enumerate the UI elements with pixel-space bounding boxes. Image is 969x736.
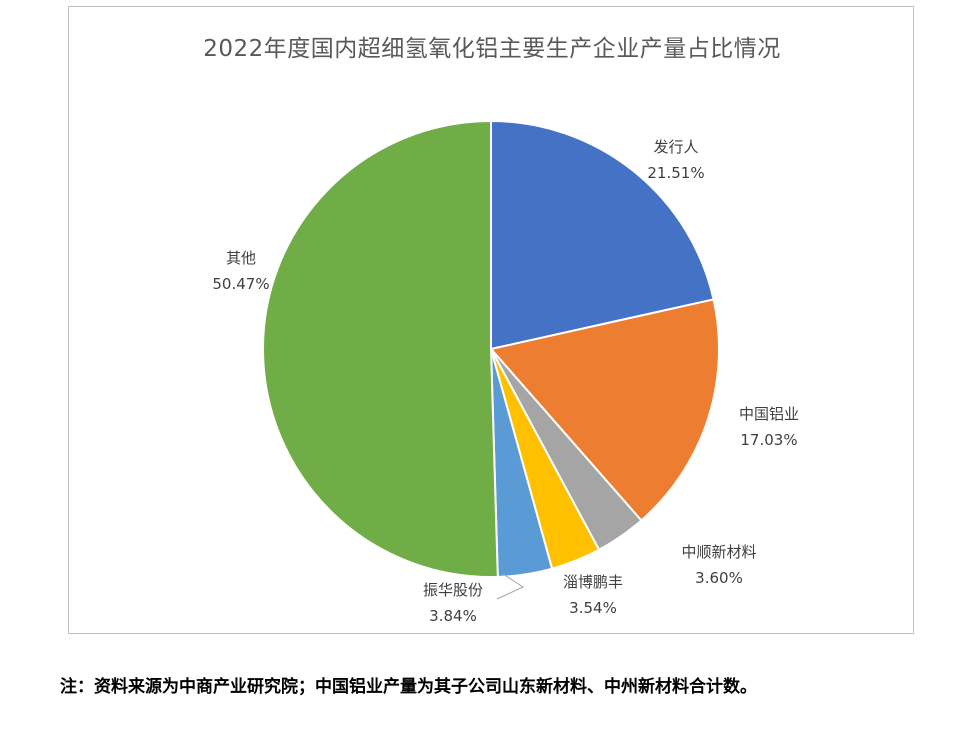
slice-label-name-5: 其他 — [226, 249, 256, 267]
chart-frame: 2022年度国内超细氢氧化铝主要生产企业产量占比情况 发行人 21.51% 中国铝业… — [68, 6, 914, 634]
pie-slice-1 — [489, 298, 720, 522]
pie-slice-5 — [262, 119, 499, 578]
slice-label-name-2: 中顺新材料 — [681, 543, 756, 561]
chart-title: 2022年度国内超细氢氧化铝主要生产企业产量占比情况 — [203, 36, 781, 62]
slice-label-name-1: 中国铝业 — [739, 405, 799, 423]
slice-label-value-2: 3.60% — [695, 569, 743, 587]
source-note: 注：资料来源为中商产业研究院；中国铝业产量为其子公司山东新材料、中州新材料合计数… — [60, 677, 757, 697]
slice-label-value-0: 21.51% — [647, 164, 704, 182]
slice-label-name-3: 淄博鹏丰 — [563, 573, 623, 591]
slice-label-name-4: 振华股份 — [423, 581, 483, 599]
slice-label-value-3: 3.54% — [569, 599, 617, 617]
leader-line-4 — [496, 573, 525, 600]
slice-label-value-1: 17.03% — [740, 431, 797, 449]
slice-label-name-0: 发行人 — [653, 138, 698, 156]
slice-label-value-4: 3.84% — [429, 607, 477, 625]
pie-chart: 发行人 21.51% 中国铝业 17.03% 中顺新材料 3.60% 淄博鹏丰 3.54% 振华… — [212, 119, 799, 625]
slice-label-value-5: 50.47% — [212, 275, 269, 293]
pie-slice-0 — [490, 119, 715, 351]
